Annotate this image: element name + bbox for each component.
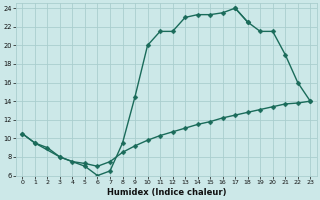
X-axis label: Humidex (Indice chaleur): Humidex (Indice chaleur) bbox=[107, 188, 226, 197]
